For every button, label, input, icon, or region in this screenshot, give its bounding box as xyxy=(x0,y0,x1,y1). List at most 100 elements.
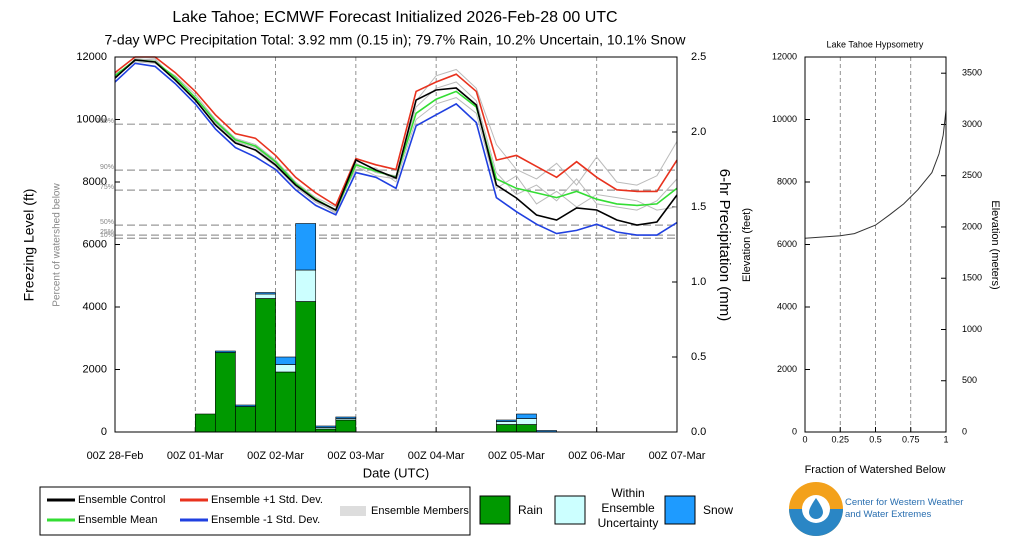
series-line xyxy=(114,56,678,207)
y-tick-label: 8000 xyxy=(83,176,107,188)
precip-bar xyxy=(335,416,357,419)
watershed-level-label: 90% xyxy=(100,164,114,171)
x-tick-label: 00Z 03-Mar xyxy=(327,450,384,462)
x-tick-label: 1 xyxy=(943,434,948,444)
legend-label-box: Within Ensemble Uncertainty xyxy=(597,486,659,530)
x-tick-label: 00Z 01-Mar xyxy=(167,450,224,462)
y2-tick-label: 500 xyxy=(962,375,977,385)
precip-bar xyxy=(516,413,537,419)
legend-label: Ensemble Members xyxy=(371,505,469,517)
precip-bar xyxy=(516,424,537,433)
y2-tick-label: 3000 xyxy=(962,119,982,129)
x-tick-label: 0 xyxy=(802,434,807,444)
y-tick-label: 6000 xyxy=(83,238,107,250)
hypsometry-title: Lake Tahoe Hypsometry xyxy=(827,39,924,49)
plot-frame xyxy=(114,56,678,433)
y2-tick-label: 2.0 xyxy=(691,126,706,138)
legend-label: Within Ensemble Uncertainty xyxy=(597,486,659,530)
y-tick-label: 4000 xyxy=(83,301,107,313)
y-tick-label: 12000 xyxy=(76,51,107,63)
hypsometry-y-label: Elevation (feet) xyxy=(741,208,753,282)
precip-bar xyxy=(496,419,517,422)
legend-label: Ensemble Control xyxy=(78,494,165,506)
x-tick-label: 00Z 02-Mar xyxy=(247,450,304,462)
precip-bar xyxy=(295,301,317,433)
y-tick-label: 8000 xyxy=(777,176,797,186)
y2-tick-label: 3500 xyxy=(962,68,982,78)
precip-bar xyxy=(235,404,256,407)
logo-text: Center for Western Weather and Water Ext… xyxy=(845,497,964,520)
y2-tick-label: 2500 xyxy=(962,170,982,180)
precip-bar xyxy=(255,292,276,295)
precip-bar xyxy=(295,223,317,271)
y2-tick-label: 0 xyxy=(962,426,967,436)
hypsometry-x-label: Fraction of Watershed Below xyxy=(805,464,946,476)
precip-bar xyxy=(255,293,276,299)
hypsometry-y2-label: Elevation (meters) xyxy=(989,200,1001,289)
y2-axis-label: 6-hr Precipitation (mm) xyxy=(716,169,733,322)
x-tick-label: 0.25 xyxy=(831,434,849,444)
y-tick-label: 0 xyxy=(101,426,107,438)
precip-bar xyxy=(194,413,216,433)
precip-bar xyxy=(315,425,337,428)
y-tick-label: 12000 xyxy=(772,51,797,61)
y2-tick-label: 2000 xyxy=(962,221,982,231)
precip-bar xyxy=(215,352,236,433)
y2-tick-label: 1.0 xyxy=(691,276,706,288)
precip-bar xyxy=(235,406,256,433)
y2-tick-label: 0.5 xyxy=(691,351,706,363)
y-axis-label: Freezing Level (ft) xyxy=(21,189,37,302)
x-tick-label: 00Z 05-Mar xyxy=(488,450,545,462)
y2-tick-label: 1000 xyxy=(962,324,982,334)
logo xyxy=(789,482,843,536)
watershed-level-label: 10% xyxy=(100,232,114,239)
y2-tick-label: 1.5 xyxy=(691,201,706,213)
y-tick-label: 6000 xyxy=(777,239,797,249)
y-tick-label: 10000 xyxy=(76,113,107,125)
watershed-level-label: 100% xyxy=(96,118,114,125)
watershed-level-label: 25% xyxy=(100,229,114,236)
watershed-level-label: 75% xyxy=(100,184,114,191)
precip-bar xyxy=(496,421,517,425)
y-tick-label: 2000 xyxy=(777,364,797,374)
precip-bar xyxy=(335,419,357,433)
precip-bar xyxy=(516,418,537,425)
x-tick-label: 0.5 xyxy=(869,434,882,444)
chart-title: Lake Tahoe; ECMWF Forecast Initialized 2… xyxy=(172,9,617,26)
precip-bar xyxy=(215,350,236,353)
x-tick-label: 0.75 xyxy=(902,434,920,444)
legend-label: Ensemble +1 Std. Dev. xyxy=(211,494,323,506)
x-tick-label: 00Z 06-Mar xyxy=(568,450,625,462)
legend-label: Snow xyxy=(703,503,733,517)
series-line xyxy=(804,63,947,239)
logo-text-box: Center for Western Weather and Water Ext… xyxy=(845,497,964,520)
series-line xyxy=(114,59,678,226)
y-tick-label: 4000 xyxy=(777,301,797,311)
chart-subtitle: 7-day WPC Precipitation Total: 3.92 mm (… xyxy=(104,32,686,48)
y2-tick-label: 0.0 xyxy=(691,426,706,438)
precip-bar xyxy=(275,356,296,365)
y-tick-label: 0 xyxy=(792,426,797,436)
x-tick-label: 00Z 28-Feb xyxy=(87,450,144,462)
series-line xyxy=(114,62,678,236)
legend-swatch xyxy=(479,495,511,525)
precip-bar xyxy=(275,364,296,373)
y-tick-label: 10000 xyxy=(772,114,797,124)
legend-swatch xyxy=(554,495,586,525)
watershed-level-label: 50% xyxy=(100,219,114,226)
y-tick-label: 2000 xyxy=(83,363,107,375)
ensemble-member-line xyxy=(114,61,678,211)
y2-tick-label: 1500 xyxy=(962,273,982,283)
x-axis-label: Date (UTC) xyxy=(363,465,429,480)
precip-bar xyxy=(255,298,276,433)
y-axis-secondary-label: Percent of watershed below xyxy=(52,183,63,307)
legend-label: Rain xyxy=(518,503,543,517)
precip-bar xyxy=(275,371,296,433)
plot-frame xyxy=(804,56,947,433)
legend-label: Ensemble Mean xyxy=(78,514,158,526)
precip-bar xyxy=(496,424,517,433)
legend-box xyxy=(39,486,471,536)
y2-tick-label: 2.5 xyxy=(691,51,706,63)
